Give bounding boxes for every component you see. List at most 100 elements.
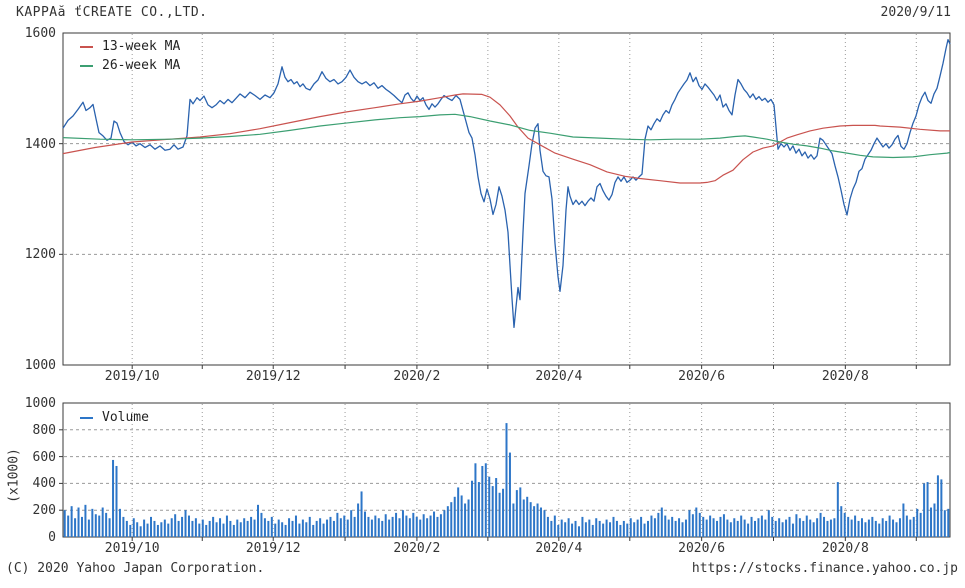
y-tick-label: 600	[32, 449, 56, 465]
volume-bar	[785, 519, 788, 537]
volume-bar	[622, 520, 625, 537]
volume-bar	[943, 510, 946, 537]
volume-bar	[502, 488, 505, 537]
volume-bar	[550, 520, 553, 537]
volume-bar	[546, 516, 549, 537]
volume-bar	[222, 523, 225, 537]
volume-bar	[377, 518, 380, 537]
volume-bar	[105, 512, 108, 537]
volume-bar	[543, 510, 546, 537]
volume-bar	[63, 510, 66, 537]
volume-bar	[802, 520, 805, 537]
volume-bar	[564, 522, 567, 537]
volume-bar	[678, 518, 681, 537]
volume-bar	[667, 519, 670, 537]
volume-bar	[77, 507, 80, 537]
volume-bar	[809, 519, 812, 537]
volume-bar	[381, 520, 384, 537]
volume-bar	[919, 512, 922, 537]
volume-bar	[219, 518, 222, 537]
volume-bar	[688, 510, 691, 537]
volume-bar	[212, 516, 215, 537]
volume-bar	[163, 519, 166, 537]
volume-bar	[308, 516, 311, 537]
volume-bar	[681, 522, 684, 537]
volume-bar	[591, 524, 594, 537]
volume-bar	[536, 503, 539, 537]
volume-bar	[436, 516, 439, 537]
volume-bar	[457, 487, 460, 537]
volume-bar	[332, 520, 335, 537]
volume-bar	[878, 523, 881, 537]
volume-bar	[754, 520, 756, 537]
volume-bar	[205, 524, 208, 537]
volume-bar	[857, 520, 860, 537]
volume-bar	[422, 514, 425, 537]
volume-bar	[947, 508, 950, 537]
volume-bar	[146, 523, 149, 537]
volume-bar	[288, 518, 291, 537]
volume-legend: Volume	[80, 408, 149, 427]
volume-bar	[930, 507, 933, 537]
chart-title: KAPPAă ťCREATE CO.,LTD.	[16, 5, 208, 20]
volume-bar	[522, 499, 525, 537]
volume-bar	[595, 518, 598, 537]
x-tick-label: 2020/6	[678, 541, 726, 556]
volume-bar	[909, 519, 912, 537]
volume-bar	[722, 514, 725, 537]
volume-bar	[236, 519, 239, 537]
volume-bar	[495, 478, 498, 537]
volume-bar	[263, 518, 266, 537]
volume-bar	[674, 520, 677, 537]
legend-item-ma13: 13-week MA	[80, 37, 180, 56]
volume-bar	[695, 507, 698, 537]
volume-bar	[557, 524, 560, 537]
volume-bar	[598, 520, 601, 537]
volume-bar	[284, 524, 287, 537]
volume-bar	[319, 518, 322, 537]
volume-bar	[892, 519, 895, 537]
volume-bar	[905, 515, 908, 537]
volume-bar	[609, 522, 612, 537]
volume-bar	[132, 518, 135, 537]
volume-bar	[709, 515, 712, 537]
volume-bar	[187, 515, 190, 537]
volume-bar	[353, 516, 356, 537]
volume-bar	[733, 518, 736, 537]
volume-bar	[664, 515, 667, 537]
volume-bar	[170, 518, 173, 537]
volume-bar	[760, 515, 763, 537]
volume-bar	[571, 523, 574, 537]
volume-bar	[798, 518, 801, 537]
y-tick-label: 1000	[24, 358, 56, 373]
volume-bar	[488, 476, 491, 537]
volume-bar	[294, 515, 297, 537]
x-tick-label: 2020/4	[535, 541, 583, 556]
volume-bar	[864, 522, 867, 537]
volume-bar	[481, 465, 484, 537]
volume-bar	[453, 496, 456, 537]
volume-bar	[208, 520, 211, 537]
volume-bar	[350, 510, 353, 537]
volume-bar	[274, 523, 277, 537]
volume-bar	[243, 518, 246, 537]
volume-bar	[401, 510, 404, 537]
volume-bar	[626, 523, 629, 537]
volume-bar	[816, 518, 819, 537]
26-week-ma-line	[62, 113, 951, 159]
volume-bar	[474, 463, 477, 537]
volume-bar	[874, 520, 877, 537]
volume-bar	[885, 520, 888, 537]
volume-bar	[67, 515, 70, 537]
volume-bar	[505, 423, 508, 537]
volume-bar	[902, 503, 905, 537]
volume-bar	[112, 459, 115, 537]
volume-bar	[916, 508, 919, 537]
volume-bar	[781, 522, 784, 537]
volume-bar	[439, 514, 442, 537]
volume-bar	[895, 522, 898, 537]
volume-bar	[191, 520, 194, 537]
volume-bar	[136, 522, 139, 537]
volume-bar	[560, 519, 563, 537]
